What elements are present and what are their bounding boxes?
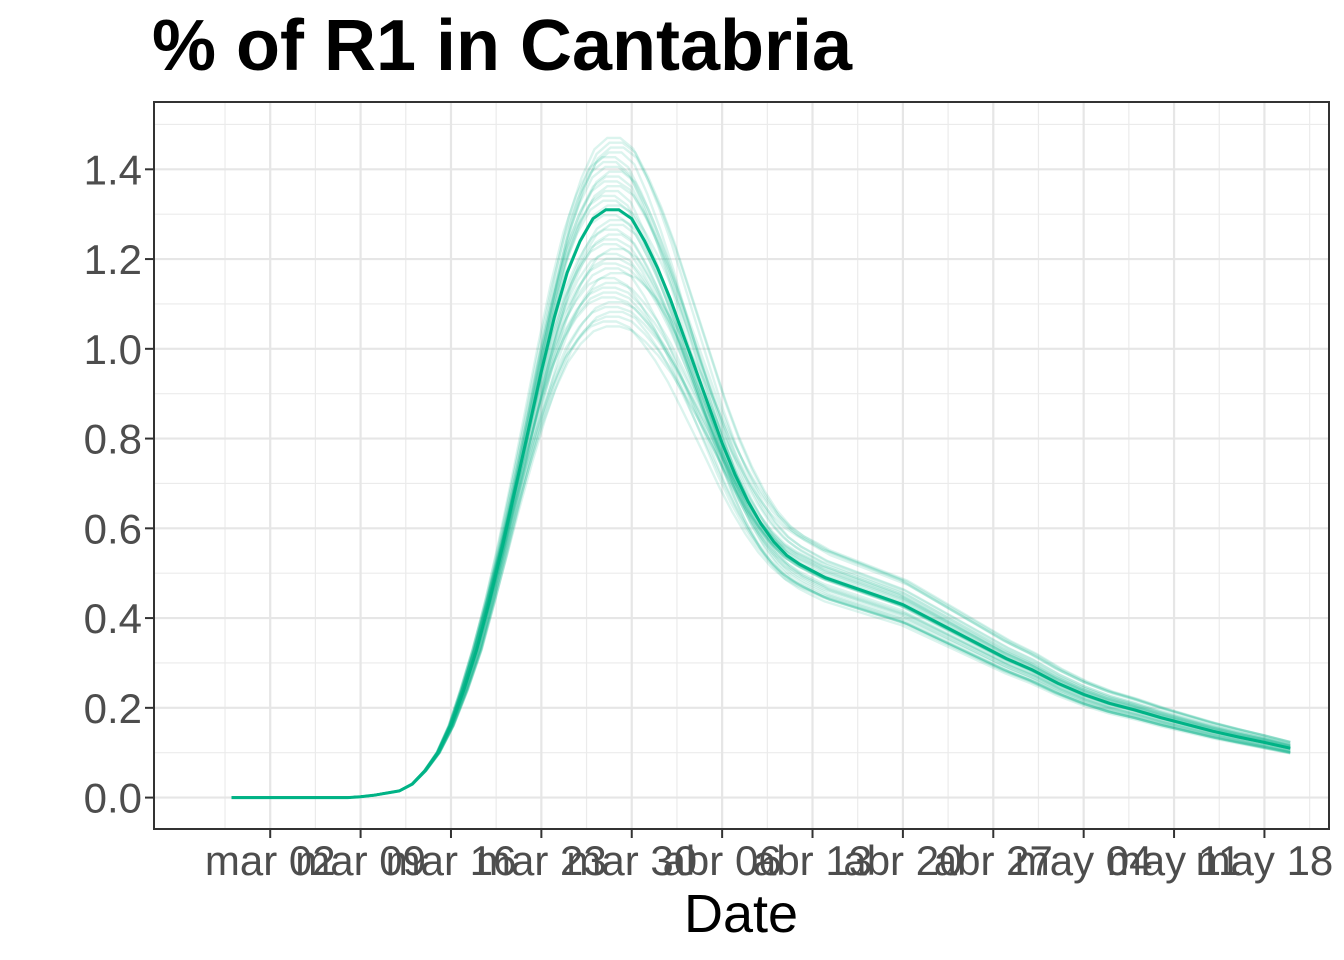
y-axis: 0.0 0.2 0.4 0.6 0.8 1.0 1.2 1.4 [84, 146, 154, 822]
x-tick-label: abr 27 [934, 837, 1053, 884]
y-tick-label: 1.2 [84, 236, 142, 283]
y-tick-label: 0.0 [84, 775, 142, 822]
ensemble-line [231, 320, 1291, 799]
plot-panel-border [153, 101, 1330, 830]
x-tick-label: mar 02 [205, 837, 336, 884]
x-tick-label: mar 09 [295, 837, 426, 884]
x-tick-label: abr 13 [753, 837, 872, 884]
y-tick-label: 0.2 [84, 685, 142, 732]
x-tick-label: may 04 [1015, 837, 1153, 884]
x-axis-title: Date [684, 884, 798, 944]
x-tick-label: mar 16 [386, 837, 517, 884]
y-tick-label: 1.4 [84, 146, 142, 193]
ensemble-lines [231, 136, 1291, 799]
ensemble-line [231, 146, 1291, 799]
median-line [231, 208, 1291, 800]
major-gridlines [154, 102, 1329, 829]
x-tick-label: mar 30 [566, 837, 697, 884]
y-tick-label: 0.6 [84, 505, 142, 552]
x-tick-label: may 11 [1107, 837, 1242, 884]
ensemble-line [231, 291, 1291, 799]
ensemble-line [231, 315, 1291, 799]
y-tick-label: 1.0 [84, 326, 142, 373]
y-tick-label: 0.8 [84, 416, 142, 463]
x-tick-label: may 18 [1196, 837, 1334, 884]
y-tick-label: 0.4 [84, 595, 142, 642]
x-tick-label: mar 23 [476, 837, 607, 884]
chart-title: % of R1 in Cantabria [152, 6, 853, 86]
x-tick-label: abr 20 [843, 837, 962, 884]
ensemble-line [231, 325, 1291, 799]
x-tick-label: abr 06 [663, 837, 782, 884]
minor-gridlines [154, 102, 1329, 829]
median-line-group [231, 208, 1291, 800]
